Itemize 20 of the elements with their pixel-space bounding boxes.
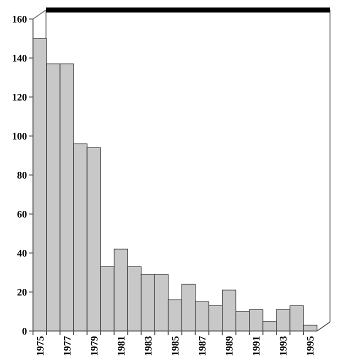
y-tick-label: 120 [12, 92, 27, 104]
x-tick-label: 1983 [143, 336, 154, 356]
x-tick-label: 1995 [306, 336, 317, 356]
x-tick-label: 1993 [278, 336, 290, 356]
y-tick-label: 20 [17, 288, 27, 298]
y-tick-label: 100 [12, 132, 27, 142]
x-tick-label: 1977 [62, 336, 74, 356]
y-tick-label: 40 [17, 248, 27, 260]
x-tick-label: 1981 [116, 336, 128, 356]
y-tick-label: 140 [12, 54, 27, 64]
x-tick-label: 1975 [35, 336, 46, 356]
x-tick-label: 1979 [89, 336, 100, 356]
x-tick-label: 1989 [224, 336, 236, 356]
y-tick-label: 0 [22, 326, 27, 338]
y-tick-label: 60 [17, 210, 27, 220]
y-tick-label: 160 [12, 14, 27, 26]
x-tick-label: 1985 [170, 336, 182, 356]
x-tick-label: 1987 [198, 336, 209, 356]
x-tick-label: 1991 [252, 336, 263, 356]
y-tick-label: 80 [17, 170, 27, 182]
